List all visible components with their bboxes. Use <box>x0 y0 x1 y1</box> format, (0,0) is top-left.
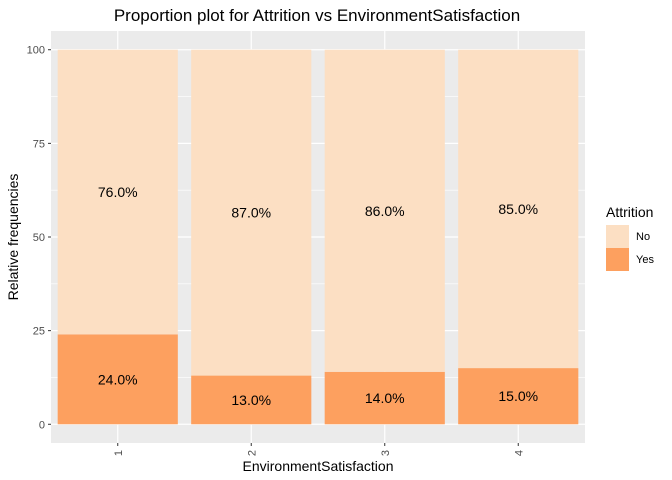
bar-labels: 24.0% 76.0% 13.0% 87.0% 14.0% 86.0% 15.0% 85.0% <box>98 184 538 408</box>
bar-value-label: 15.0% <box>498 388 538 404</box>
legend-key-yes <box>606 248 629 271</box>
bar-no <box>324 49 445 372</box>
bar-yes <box>57 334 178 425</box>
chart-title: Proportion plot for Attrition vs Environ… <box>114 6 520 25</box>
bar-value-label: 13.0% <box>231 392 271 408</box>
x-tick-label: 4 <box>513 450 525 456</box>
y-tick-label: 25 <box>33 326 45 338</box>
legend: Attrition No Yes <box>606 204 654 271</box>
legend-key-no <box>606 225 629 248</box>
bar-value-label: 87.0% <box>231 205 271 221</box>
x-axis-title: EnvironmentSatisfaction <box>243 458 394 474</box>
bar-value-label: 86.0% <box>365 203 405 219</box>
bar-no <box>458 49 579 369</box>
bar-value-label: 85.0% <box>498 201 538 217</box>
bar-yes <box>191 375 312 425</box>
x-axis-ticks: 1 2 3 4 <box>113 443 525 456</box>
bar-value-label: 24.0% <box>98 371 138 387</box>
legend-label: Yes <box>636 254 654 266</box>
bar-yes <box>324 371 445 425</box>
x-tick-label: 1 <box>113 450 125 456</box>
bar-value-label: 14.0% <box>365 390 405 406</box>
bar-no <box>191 49 312 376</box>
y-tick-label: 50 <box>33 232 45 244</box>
bar-no <box>57 49 178 335</box>
bar-yes <box>458 368 579 425</box>
legend-label: No <box>636 231 650 243</box>
bars <box>57 49 579 425</box>
x-tick-label: 2 <box>246 450 258 456</box>
y-axis-title: Relative frequencies <box>5 174 21 301</box>
y-tick-label: 100 <box>27 45 45 57</box>
y-axis-ticks: 0 25 50 75 100 <box>27 45 51 431</box>
legend-title: Attrition <box>606 204 653 220</box>
bar-value-label: 76.0% <box>98 184 138 200</box>
y-tick-label: 75 <box>33 138 45 150</box>
x-tick-label: 3 <box>380 450 392 456</box>
y-tick-label: 0 <box>39 419 45 431</box>
